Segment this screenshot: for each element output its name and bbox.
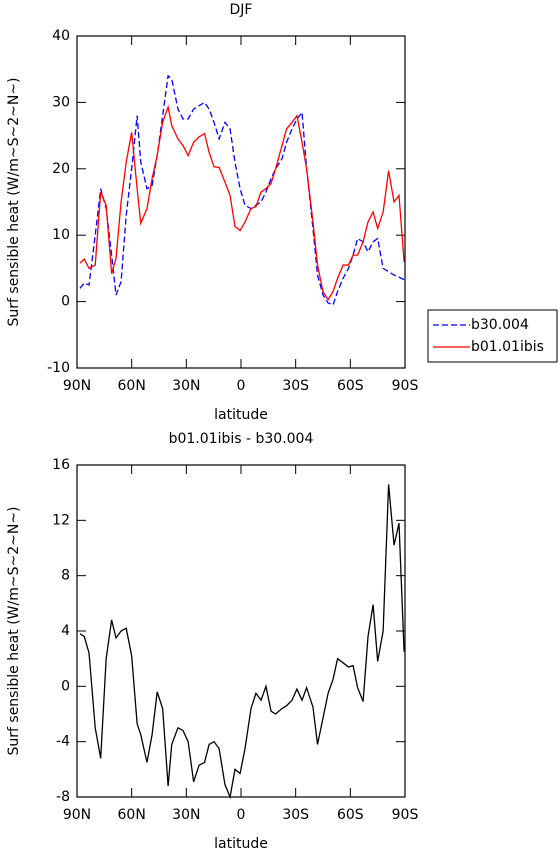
x-tick-label: 60S bbox=[337, 807, 364, 823]
y-tick-label: -8 bbox=[56, 789, 70, 805]
x-tick-label: 60N bbox=[118, 378, 146, 394]
y-tick-label: 20 bbox=[52, 161, 70, 177]
x-tick-label: 0 bbox=[237, 807, 246, 823]
chart-title: DJF bbox=[230, 2, 253, 18]
x-tick-label: 90N bbox=[63, 807, 91, 823]
x-tick-label: 90S bbox=[392, 807, 419, 823]
x-tick-label: 30S bbox=[282, 807, 309, 823]
x-tick-label: 30S bbox=[282, 378, 309, 394]
y-tick-label: 16 bbox=[52, 457, 70, 473]
legend-box bbox=[427, 309, 558, 363]
x-tick-label: 90S bbox=[392, 378, 419, 394]
y-tick-label: 8 bbox=[61, 568, 70, 584]
x-tick-label: 90N bbox=[63, 378, 91, 394]
y-axis-label: Surf sensible heat (W/m~S~2~N~) bbox=[6, 77, 22, 326]
y-tick-label: 30 bbox=[52, 94, 70, 110]
legend-label: b01.01ibis bbox=[471, 339, 544, 355]
y-tick-label: 40 bbox=[52, 28, 70, 44]
x-tick-label: 30N bbox=[172, 378, 200, 394]
data-line bbox=[79, 74, 405, 306]
chart-title: b01.01ibis - b30.004 bbox=[169, 431, 314, 447]
x-tick-label: 60N bbox=[118, 807, 146, 823]
y-tick-label: 0 bbox=[61, 678, 70, 694]
y-tick-label: -10 bbox=[47, 360, 70, 376]
legend-label: b30.004 bbox=[471, 317, 529, 333]
y-tick-label: 10 bbox=[52, 227, 70, 243]
data-line bbox=[79, 484, 405, 800]
y-tick-label: -4 bbox=[56, 734, 70, 750]
y-tick-label: 4 bbox=[61, 623, 70, 639]
x-tick-label: 30N bbox=[172, 807, 200, 823]
x-tick-label: 60S bbox=[337, 378, 364, 394]
data-line bbox=[79, 104, 405, 301]
y-tick-label: 0 bbox=[61, 294, 70, 310]
x-tick-label: 0 bbox=[237, 378, 246, 394]
plot-frame bbox=[76, 464, 406, 798]
y-tick-label: 12 bbox=[52, 512, 70, 528]
x-axis-label: latitude bbox=[214, 836, 268, 851]
x-axis-label: latitude bbox=[214, 407, 268, 423]
y-axis-label: Surf sensible heat (W/m~S~2~N~) bbox=[6, 506, 22, 755]
plot-frame bbox=[76, 35, 406, 369]
